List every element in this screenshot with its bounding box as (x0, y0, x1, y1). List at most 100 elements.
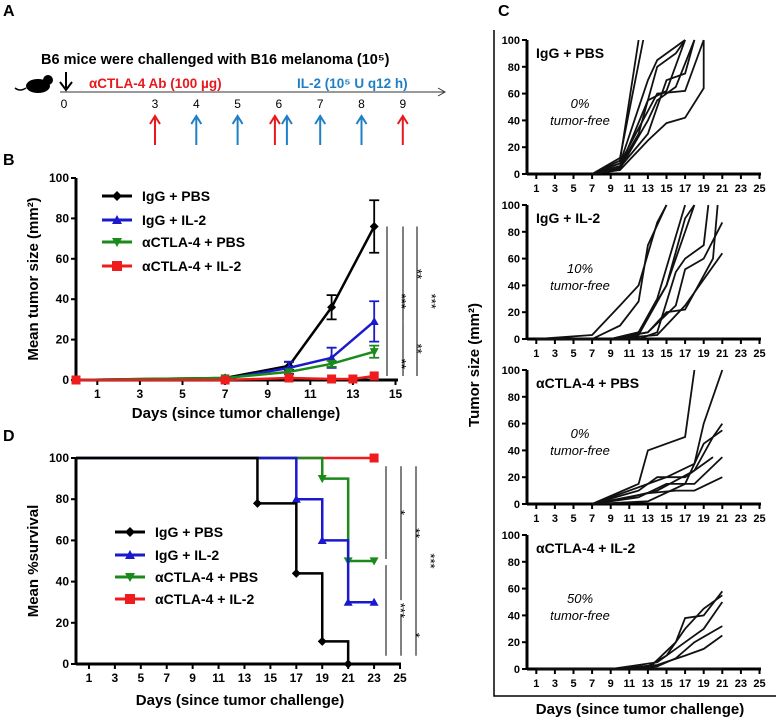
c-x-tick-label: 15 (660, 678, 672, 690)
c-y-tick-label: 100 (502, 35, 520, 47)
panel-label-b: B (3, 152, 15, 169)
diamond-marker (369, 221, 379, 231)
b-legend-item: αCTLA-4 + PBS (102, 234, 245, 250)
mouse-tumor-curve (610, 204, 696, 340)
b-x-tick-label: 9 (264, 387, 271, 401)
c-x-tick-label: 25 (753, 513, 765, 525)
b-series (71, 371, 379, 385)
d-y-tick-label: 60 (56, 533, 70, 547)
triangle-down-marker (284, 368, 294, 377)
arrow-head (314, 114, 327, 125)
c-y-tick-label: 0 (514, 499, 520, 511)
c-x-tick-label: 7 (589, 183, 595, 195)
il2-dose-arrow-icon (355, 114, 368, 145)
d-x-tick-label: 21 (341, 671, 355, 685)
b-x-tick-label: 15 (389, 387, 403, 401)
triangle-up-marker (369, 316, 379, 326)
c-x-tick-label: 17 (679, 678, 691, 690)
mouse-tumor-curve (591, 39, 645, 175)
triangle-up-marker (112, 215, 122, 224)
triangle-down-marker (317, 475, 327, 484)
mouse-tumor-curve (610, 252, 724, 340)
mouse-tumor-curve (591, 456, 723, 505)
d-x-tick-label: 9 (189, 671, 196, 685)
b-series (71, 300, 380, 384)
c-x-tick-label: 21 (716, 183, 728, 195)
antibody-dose-arrow-icon (269, 114, 281, 145)
antibody-dose-arrow-icon (396, 114, 409, 145)
square-marker (71, 375, 81, 385)
b-x-tick-label: 7 (222, 387, 229, 401)
b-y-axis-label: Mean tumor size (mm²) (25, 197, 42, 360)
triangle-down-marker (369, 557, 379, 566)
mouse-tumor-curve (610, 590, 724, 670)
triangle-down-marker (112, 238, 122, 247)
arrow-head (281, 114, 293, 125)
diamond-marker (252, 498, 262, 508)
c-x-tick-label: 23 (735, 513, 747, 525)
mouse-tumor-curve (591, 39, 686, 175)
d-legend-item: αCTLA-4 + PBS (115, 569, 258, 585)
c-y-axis-label: Tumor size (mm²) (466, 303, 483, 427)
c-y-tick-label: 80 (508, 557, 520, 569)
d-x-tick-label: 5 (137, 671, 144, 685)
arrow-head (149, 114, 161, 125)
survival-chart: Days (since tumor challenge) Mean %survi… (25, 451, 438, 709)
survival-step-line (76, 456, 375, 563)
c-subplot-title: IgG + IL-2 (536, 210, 600, 226)
mouse-tumor-curve (610, 601, 724, 670)
c-x-tick-label: 23 (735, 348, 747, 360)
mouse-tumor-curve (610, 594, 723, 670)
il2-label: IL-2 (10⁵ U q12 h) (297, 76, 408, 91)
c-x-tick-label: 7 (589, 678, 595, 690)
c-y-tick-label: 20 (508, 472, 520, 484)
c-x-tick-label: 5 (570, 183, 576, 195)
day-label: 3 (152, 97, 159, 111)
c-subplot-title: αCTLA-4 + IL-2 (536, 540, 635, 556)
c-x-tick-label: 11 (623, 348, 635, 360)
c-x-tick-label: 1 (533, 183, 539, 195)
mouse-tumor-curve (591, 369, 724, 505)
c-y-tick-label: 20 (508, 307, 520, 319)
c-x-tick-label: 19 (698, 678, 710, 690)
d-x-tick-label: 15 (264, 671, 278, 685)
c-x-tick-label: 25 (753, 678, 765, 690)
c-x-tick-label: 21 (716, 678, 728, 690)
c-x-tick-label: 1 (533, 348, 539, 360)
square-marker (284, 373, 294, 383)
mouse-tumor-curve (591, 40, 705, 175)
d-y-tick-label: 40 (56, 575, 70, 589)
mouse-tumor-curve (591, 39, 696, 175)
day-label: 6 (276, 97, 283, 111)
c-x-tick-label: 7 (589, 348, 595, 360)
day-label: 5 (234, 97, 241, 111)
c-tumor-free-label: tumor-free (550, 278, 610, 293)
c-x-tick-label: 3 (552, 513, 558, 525)
c-x-tick-label: 9 (608, 513, 614, 525)
c-y-tick-label: 20 (508, 637, 520, 649)
b-significance-label: *** (424, 294, 439, 309)
b-legend-item: αCTLA-4 + IL-2 (102, 258, 241, 274)
c-y-tick-label: 20 (508, 142, 520, 154)
d-legend-item: IgG + PBS (115, 524, 223, 540)
d-y-axis-label: Mean %survival (25, 505, 42, 618)
c-x-tick-label: 7 (589, 513, 595, 525)
c-x-tick-label: 15 (660, 348, 672, 360)
panel-label-d: D (3, 428, 15, 445)
antibody-dose-arrow-icon (149, 114, 161, 145)
b-y-tick-label: 40 (56, 292, 70, 306)
c-x-tick-label: 23 (735, 678, 747, 690)
panel-label-c: C (498, 3, 510, 20)
legend-label: IgG + IL-2 (155, 547, 219, 563)
c-x-tick-label: 25 (753, 348, 765, 360)
b-y-tick-label: 60 (56, 252, 70, 266)
c-y-tick-label: 100 (502, 365, 520, 377)
c-x-tick-label: 9 (608, 183, 614, 195)
d-x-axis-label: Days (since tumor challenge) (136, 692, 344, 709)
d-legend-item: αCTLA-4 + IL-2 (115, 591, 254, 607)
day-label: 0 (61, 97, 68, 111)
c-tumor-free-label: tumor-free (550, 443, 610, 458)
d-x-tick-label: 1 (86, 671, 93, 685)
